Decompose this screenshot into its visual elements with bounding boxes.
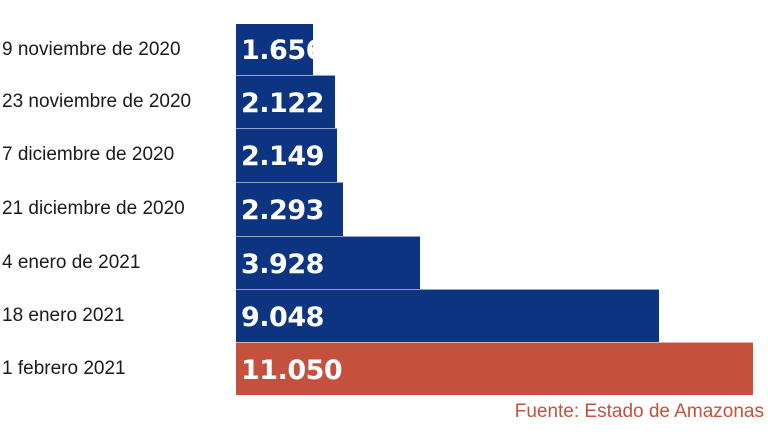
bar-value-label: 9.048: [241, 301, 324, 333]
bar: 1.656: [236, 24, 324, 75]
category-label: 1 febrero 2021: [2, 357, 126, 379]
bar-value-label: 3.928: [241, 248, 324, 280]
category-label: 21 diciembre de 2020: [2, 198, 185, 219]
category-label: 18 enero 2021: [2, 304, 125, 326]
bar-value-label: 2.122: [241, 87, 324, 119]
category-label: 7 diciembre de 2020: [2, 144, 175, 165]
bar: 2.122: [236, 75, 335, 128]
bar-value-label: 2.293: [241, 195, 324, 226]
bar-value-label: 2.149: [241, 141, 324, 172]
category-label: 23 noviembre de 2020: [2, 90, 192, 112]
bar: 11.050: [236, 342, 753, 395]
bar: 2.149: [236, 128, 337, 182]
source-note: Fuente: Estado de Amazonas: [514, 401, 764, 422]
bar: 9.048: [236, 289, 659, 342]
category-label: 9 noviembre de 2020: [2, 38, 181, 60]
bar-value-label: 11.050: [241, 354, 343, 386]
bar: 3.928: [236, 236, 420, 289]
bar-value-label: 1.656: [241, 34, 324, 66]
category-label: 4 enero de 2021: [2, 251, 141, 273]
bar: 2.293: [236, 182, 343, 236]
